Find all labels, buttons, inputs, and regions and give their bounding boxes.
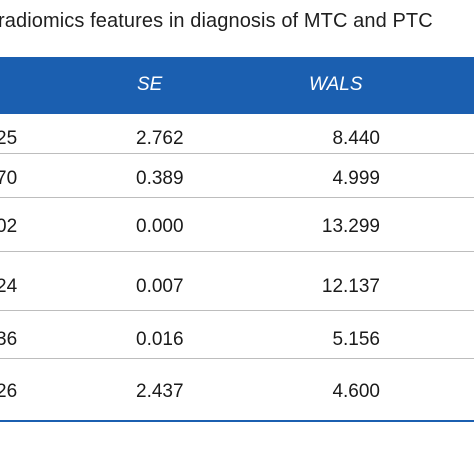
table-row: 26 2.437 4.600 — [0, 367, 474, 417]
header-wals: WALS — [309, 74, 363, 95]
cell-b: 02 — [0, 216, 18, 237]
row-divider — [0, 251, 474, 252]
cell-wals: 8.440 — [332, 128, 380, 149]
table-caption: radiomics features in diagnosis of MTC a… — [0, 10, 433, 32]
row-divider — [0, 197, 474, 198]
cell-b: 26 — [0, 381, 18, 402]
table-bottom-rule — [0, 420, 474, 422]
table-row: 24 0.007 12.137 — [0, 262, 474, 312]
cell-b: 24 — [0, 276, 18, 297]
cell-se: 2.437 — [136, 381, 184, 402]
table-row: 02 0.000 13.299 — [0, 202, 474, 252]
row-divider — [0, 358, 474, 359]
cell-b: 70 — [0, 168, 18, 189]
cell-wals: 13.299 — [321, 216, 380, 237]
cell-se: 0.000 — [136, 216, 184, 237]
cell-wals: 4.600 — [332, 381, 380, 402]
cell-se: 0.389 — [136, 168, 184, 189]
cell-se: 0.016 — [136, 329, 184, 350]
table-row: 36 0.016 5.156 — [0, 315, 474, 365]
header-se: SE — [137, 74, 163, 95]
table-row: 70 0.389 4.999 — [0, 154, 474, 204]
cell-se: 0.007 — [136, 276, 184, 297]
table-row: 25 2.762 8.440 — [0, 114, 474, 164]
cell-wals: 4.999 — [332, 168, 380, 189]
cell-se: 2.762 — [136, 128, 184, 149]
cell-wals: 12.137 — [321, 276, 380, 297]
cell-wals: 5.156 — [332, 329, 380, 350]
row-divider — [0, 153, 474, 154]
cell-b: 36 — [0, 329, 18, 350]
table-header: SE WALS — [0, 57, 474, 114]
row-divider — [0, 310, 474, 311]
cell-b: 25 — [0, 128, 18, 149]
